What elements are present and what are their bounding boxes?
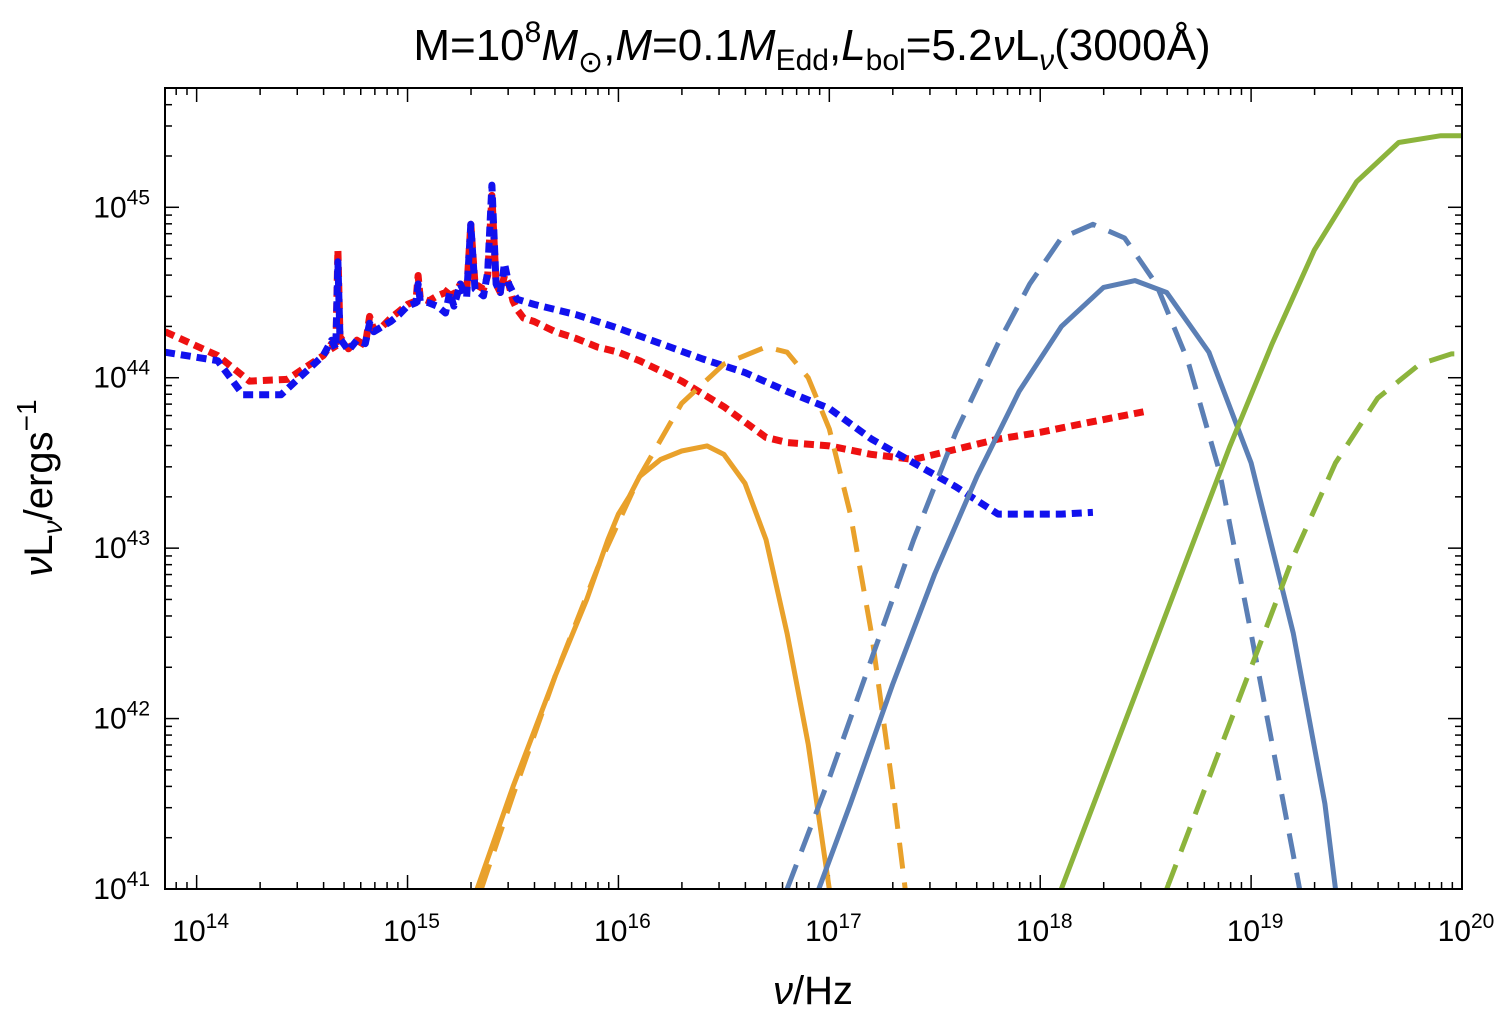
title-nu-sub: ν — [1039, 44, 1054, 77]
plot-frame — [164, 87, 1463, 890]
series-line-composite-sed-red — [165, 191, 1145, 463]
title-msun: M — [541, 21, 578, 70]
x-tick-label: 1019 — [1227, 910, 1284, 948]
title-sun-symbol: ⊙ — [578, 46, 603, 79]
x-axis-label-unit: /Hz — [793, 969, 853, 1009]
y-axis-label-nu: ν — [17, 557, 61, 577]
title-nu: ν — [993, 21, 1015, 70]
series-line-disk-cool-dashed — [478, 344, 908, 889]
x-axis-label-nu: ν — [773, 969, 793, 1009]
title-lbol-eq: =5.2 — [906, 21, 993, 70]
x-tick-label: 1016 — [594, 910, 651, 948]
title-comma-2: , — [829, 21, 841, 70]
y-axis-label-L: L — [17, 534, 61, 556]
title-mdot-eq: =0.1 — [652, 21, 739, 70]
y-tick-labels: 1041 1042 1043 1044 1045 — [93, 186, 150, 906]
x-tick-label: 1018 — [1016, 910, 1073, 948]
title-mass-exp: 8 — [525, 16, 542, 49]
title-mdot: M — [615, 21, 652, 70]
series-layer — [165, 133, 1462, 889]
series-line-disk-hot-dashed — [784, 221, 1303, 889]
x-tick-labels: 1014 1015 1016 1017 1018 1019 1020 — [172, 910, 1494, 948]
title-edd-sub: Edd — [776, 44, 829, 77]
x-tick-label: 1015 — [383, 910, 440, 948]
y-tick-label: 1041 — [93, 868, 150, 906]
title-mdot-edd: M — [739, 21, 776, 70]
title-lnu: L — [1015, 21, 1039, 70]
x-axis-label: ν/Hz — [773, 969, 853, 1009]
series-line-hard-xray-dashed — [1164, 351, 1462, 889]
title-wavelength: (3000Å) — [1054, 21, 1211, 70]
x-tick-label: 1020 — [1438, 910, 1494, 948]
title-bol-sub: bol — [866, 44, 906, 77]
series-line-composite-sed-blue — [165, 181, 1094, 518]
y-axis-label: νLν/ergs−1 — [11, 399, 68, 576]
title-lbol: L — [841, 21, 865, 70]
y-axis-label-unit: /ergs — [17, 431, 61, 520]
y-axis-label-exp: −1 — [11, 399, 42, 431]
y-tick-label: 1045 — [93, 186, 150, 224]
y-tick-label: 1043 — [93, 527, 150, 565]
series-line-disk-cool-solid — [474, 443, 832, 889]
series-line-disk-hot-solid — [816, 278, 1338, 889]
y-tick-label: 1042 — [93, 698, 150, 736]
title-mass: M=10 — [413, 21, 524, 70]
y-tick-label: 1044 — [93, 357, 150, 395]
y-axis-label-sub: ν — [37, 520, 68, 534]
x-tick-label: 1017 — [805, 910, 862, 948]
chart-title: M=108M⊙,M=0.1MEdd,Lbol=5.2νLν(3000Å) — [413, 16, 1210, 79]
series-line-hard-xray-solid — [1058, 133, 1462, 889]
axis-ticks — [165, 87, 1463, 890]
title-comma-1: , — [603, 21, 615, 70]
x-tick-label: 1014 — [172, 910, 229, 948]
